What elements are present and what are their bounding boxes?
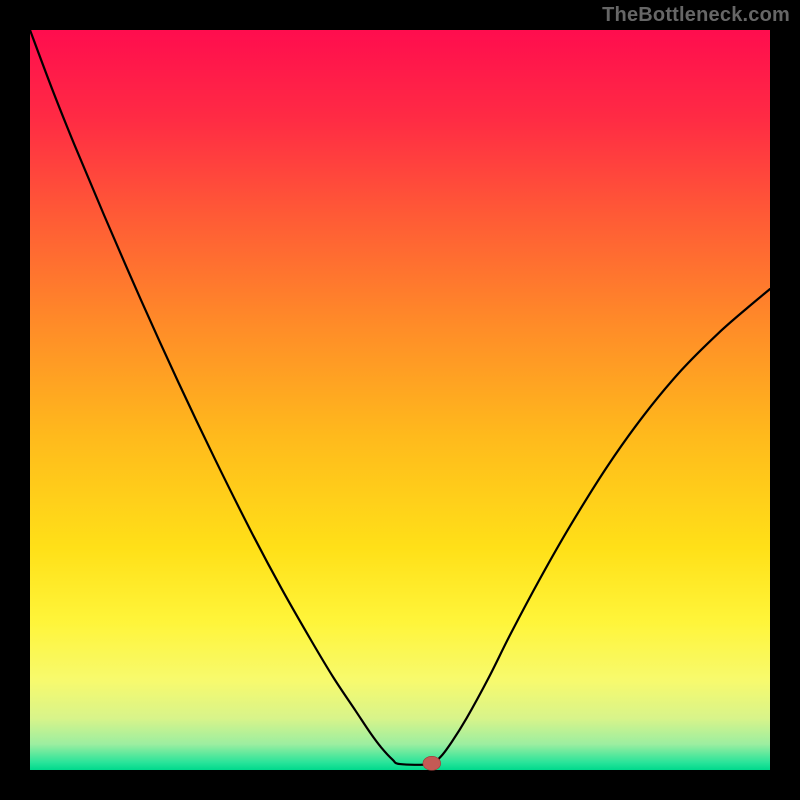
chart-container: { "watermark": "TheBottleneck.com", "cha… bbox=[0, 0, 800, 800]
optimal-point-marker bbox=[423, 756, 441, 770]
plot-area bbox=[30, 30, 770, 770]
watermark-text: TheBottleneck.com bbox=[602, 4, 790, 27]
bottleneck-chart bbox=[0, 0, 800, 800]
